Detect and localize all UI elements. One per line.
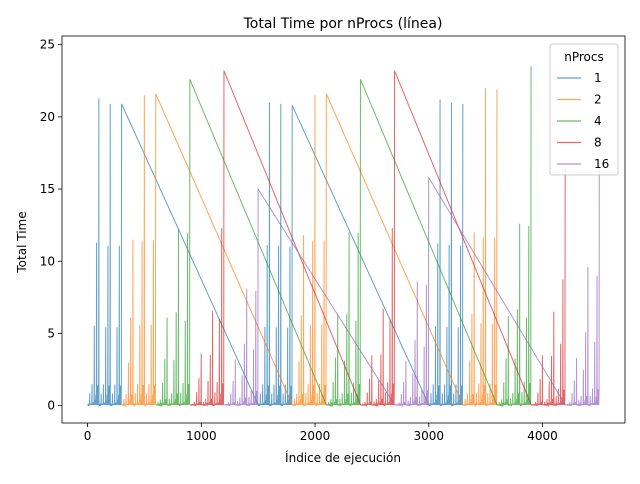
x-axis-label: Índice de ejecución <box>285 450 401 465</box>
x-tick-label: 0 <box>84 429 92 443</box>
legend-label-1: 1 <box>594 71 602 85</box>
x-tick-label: 1000 <box>186 429 217 443</box>
axes-layer: 0 1000 2000 3000 4000 0 5 10 15 20 25 <box>40 35 626 443</box>
legend-label-16: 16 <box>594 157 609 171</box>
legend-label-2: 2 <box>594 93 602 107</box>
legend-title: nProcs <box>564 50 604 64</box>
y-axis-label: Total Time <box>15 211 29 273</box>
chart-title: Total Time por nProcs (línea) <box>243 16 443 32</box>
series-line-8 <box>189 70 566 407</box>
y-tick-label: 5 <box>47 326 55 340</box>
x-tick-label: 2000 <box>300 429 331 443</box>
x-tick-label: 3000 <box>414 429 445 443</box>
series-layer <box>87 66 600 407</box>
series-line-2 <box>121 87 498 407</box>
legend-label-4: 4 <box>594 114 602 128</box>
series-line-1 <box>87 98 464 407</box>
series-line-4 <box>155 66 532 407</box>
legend-items: 1 2 4 8 16 <box>557 71 609 171</box>
y-tick-label: 0 <box>47 399 55 413</box>
y-tick-label: 15 <box>40 182 55 196</box>
x-tick-label: 4000 <box>527 429 558 443</box>
legend-label-8: 8 <box>594 136 602 150</box>
legend: nProcs 1 2 4 8 16 <box>549 43 619 176</box>
y-tick-label: 25 <box>40 38 55 52</box>
plot-frame <box>61 35 626 424</box>
series-line-16 <box>223 160 600 407</box>
y-tick-label: 20 <box>40 110 55 124</box>
y-tick-label: 10 <box>40 254 55 268</box>
